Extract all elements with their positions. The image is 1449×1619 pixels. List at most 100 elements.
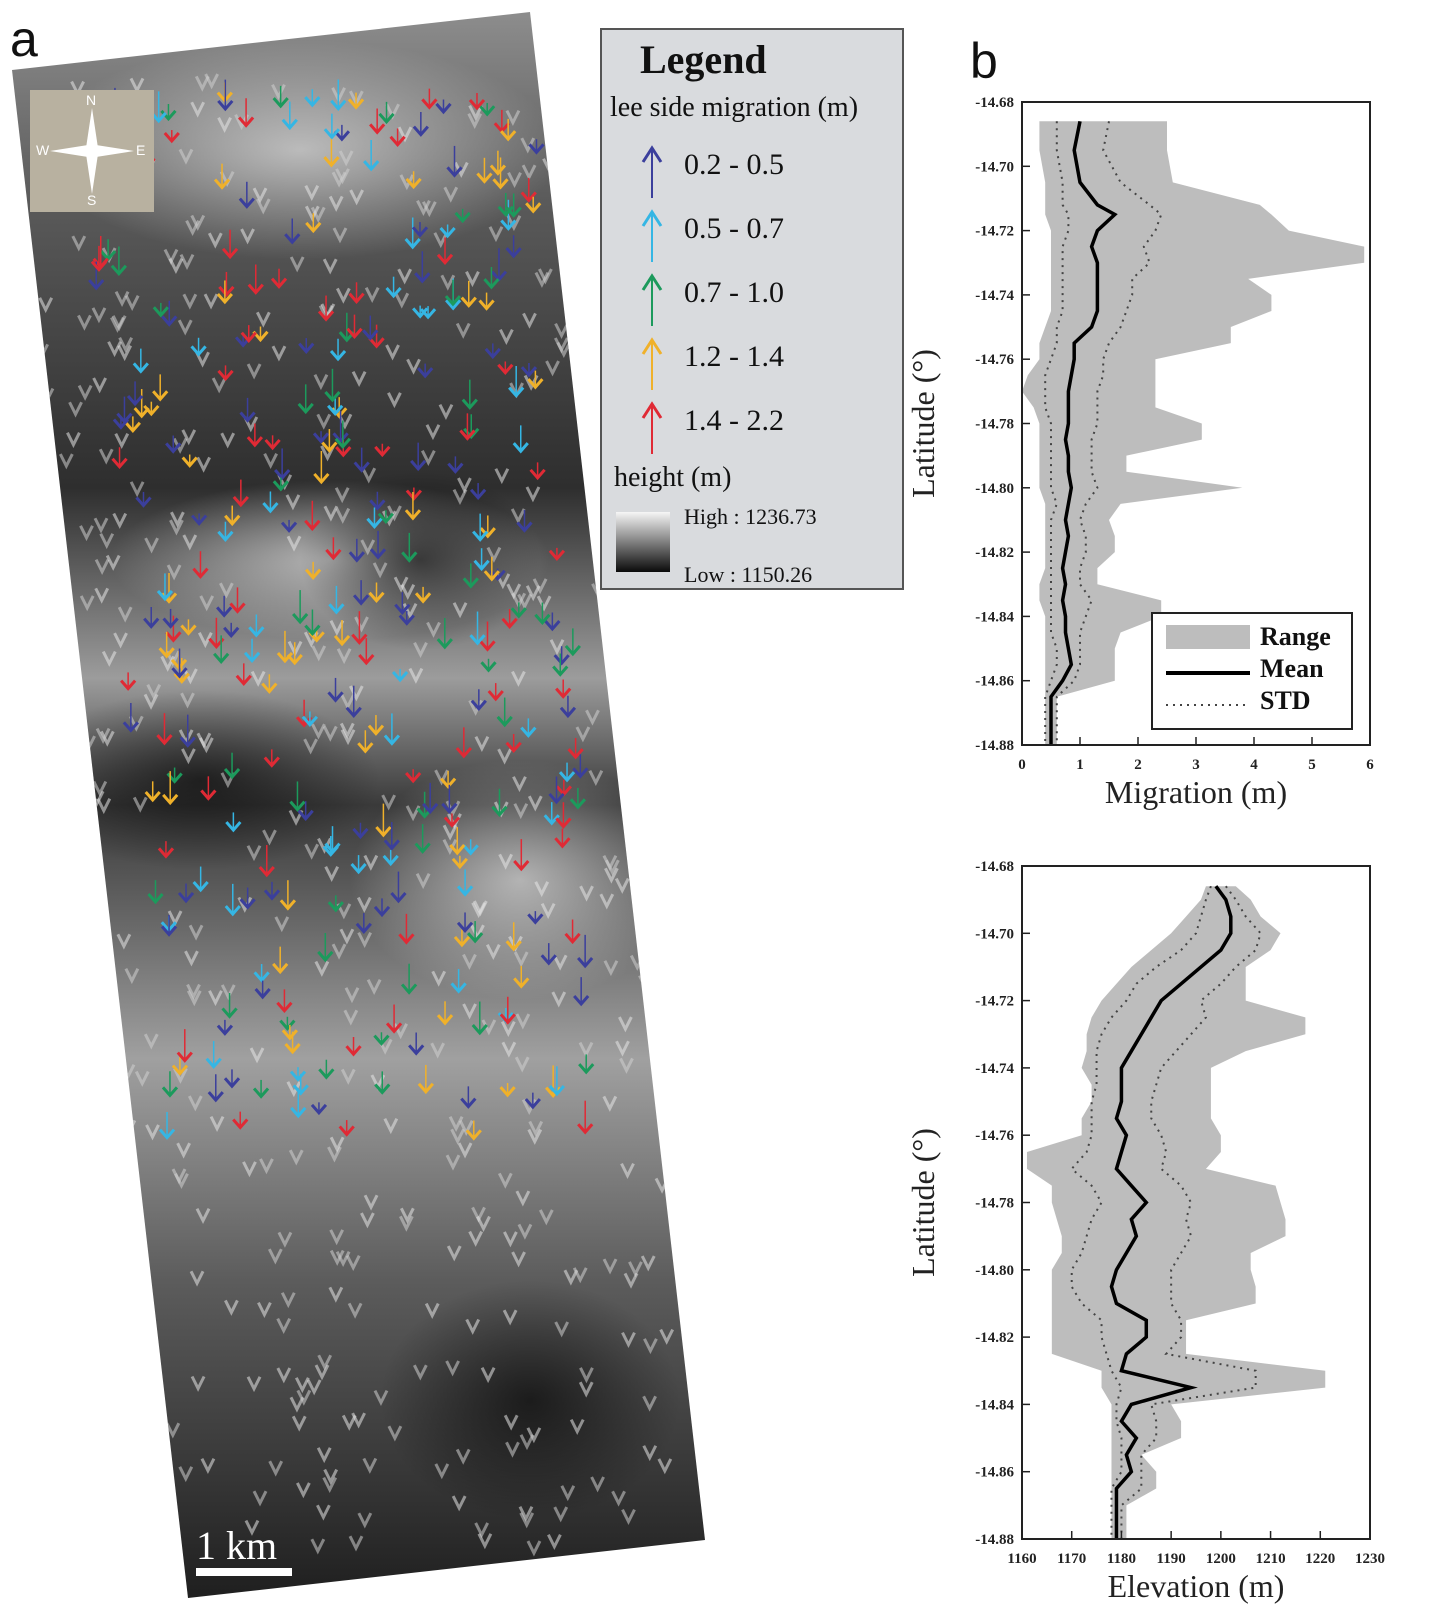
migration-arrow xyxy=(165,615,182,643)
migration-arrow xyxy=(224,883,241,917)
migration-arrow xyxy=(345,1037,362,1057)
dune-mark xyxy=(146,684,162,701)
migration-arrow xyxy=(513,839,530,872)
dune-mark xyxy=(294,1377,310,1394)
dune-mark xyxy=(582,394,597,411)
dune-mark xyxy=(653,1037,669,1054)
migration-arrow xyxy=(261,674,278,694)
y-tick-label: -14.84 xyxy=(975,609,1014,625)
migration-arrow xyxy=(373,898,391,918)
dune-mark xyxy=(296,1389,312,1406)
x-tick-label: 2 xyxy=(1134,757,1142,773)
y-tick-label: -14.80 xyxy=(975,481,1014,497)
dune-mark xyxy=(400,584,416,601)
dune-mark xyxy=(497,748,512,765)
migration-arrow xyxy=(150,91,167,124)
migration-arrow xyxy=(497,361,514,375)
dune-mark xyxy=(116,933,132,950)
dune-mark xyxy=(317,837,332,854)
dune-mark xyxy=(271,345,287,362)
dune-mark xyxy=(289,1396,305,1413)
dune-mark xyxy=(502,1309,518,1326)
dune-mark xyxy=(406,358,421,375)
migration-arrow xyxy=(132,348,149,374)
migration-arrow xyxy=(483,556,500,582)
migration-arrow xyxy=(404,217,421,250)
dune-mark xyxy=(513,803,529,820)
migration-arrow xyxy=(479,621,496,652)
dune-mark xyxy=(381,794,396,811)
dune-mark xyxy=(240,228,255,245)
migration-arrow xyxy=(323,137,340,168)
dune-mark xyxy=(79,525,94,542)
migration-arrow xyxy=(446,145,463,178)
dune-mark xyxy=(259,1158,274,1175)
dune-mark xyxy=(560,1485,576,1502)
y-tick-label: -14.86 xyxy=(975,1465,1014,1481)
dune-mark xyxy=(323,505,339,522)
dune-mark xyxy=(98,448,114,465)
dune-mark xyxy=(545,360,560,377)
dune-mark xyxy=(99,533,115,550)
dune-mark xyxy=(304,843,320,860)
dune-mark xyxy=(528,1120,544,1137)
dune-mark xyxy=(276,1367,292,1384)
dune-mark xyxy=(96,798,112,815)
dune-mark xyxy=(511,670,526,687)
migration-arrow xyxy=(462,839,479,856)
x-tick-label: 1170 xyxy=(1057,1551,1086,1567)
range-area xyxy=(1022,121,1365,746)
dune-mark xyxy=(310,1538,326,1555)
y-tick-label: -14.68 xyxy=(975,95,1014,111)
migration-arrow xyxy=(252,1079,270,1099)
dune-mark xyxy=(71,235,87,252)
dune-mark xyxy=(520,137,536,154)
dune-mark xyxy=(66,693,82,710)
migration-arrow xyxy=(279,1016,296,1031)
dune-mark xyxy=(304,184,320,202)
dune-mark xyxy=(208,990,223,1007)
dune-mark xyxy=(480,1367,496,1384)
dune-mark xyxy=(458,1120,474,1137)
dune-mark xyxy=(209,1115,225,1132)
dune-mark xyxy=(138,1322,153,1339)
dune-mark xyxy=(117,345,133,362)
dune-mark xyxy=(111,315,127,332)
migration-arrow xyxy=(323,113,341,140)
dune-mark xyxy=(114,291,130,308)
dune-mark xyxy=(35,1531,51,1548)
dune-mark xyxy=(356,896,372,913)
dune-mark xyxy=(431,970,447,987)
migration-arrow xyxy=(390,871,407,904)
dune-mark xyxy=(328,1286,344,1303)
migration-arrow xyxy=(298,338,315,354)
dune-mark xyxy=(527,1128,543,1145)
dune-mark xyxy=(306,1379,322,1396)
migration-arrow xyxy=(217,521,234,542)
migration-arrow xyxy=(161,300,178,327)
y-tick-label: -14.88 xyxy=(975,738,1014,754)
dune-mark xyxy=(618,1016,633,1033)
migration-arrow xyxy=(192,866,209,893)
dune-mark xyxy=(611,1490,626,1507)
migration-arrow xyxy=(412,305,429,319)
migration-arrow xyxy=(558,762,576,783)
migration-arrow xyxy=(357,730,374,754)
dune-mark xyxy=(108,1395,123,1412)
migration-arrow xyxy=(221,993,238,1019)
y-tick-label: -14.74 xyxy=(975,288,1014,304)
migration-arrow xyxy=(223,752,241,780)
dune-mark xyxy=(324,865,340,883)
dune-mark xyxy=(314,960,330,977)
migration-arrow xyxy=(304,89,321,108)
migration-arrow xyxy=(165,435,182,454)
migration-arrow xyxy=(312,431,330,444)
dune-mark xyxy=(107,341,122,358)
migration-arrow xyxy=(239,887,256,910)
mean-line xyxy=(1049,120,1118,745)
dune-mark xyxy=(27,605,42,622)
dune-mark xyxy=(86,1226,101,1243)
y-tick-label: -14.72 xyxy=(975,224,1014,240)
dune-mark xyxy=(41,867,56,884)
dune-mark xyxy=(165,1422,181,1439)
